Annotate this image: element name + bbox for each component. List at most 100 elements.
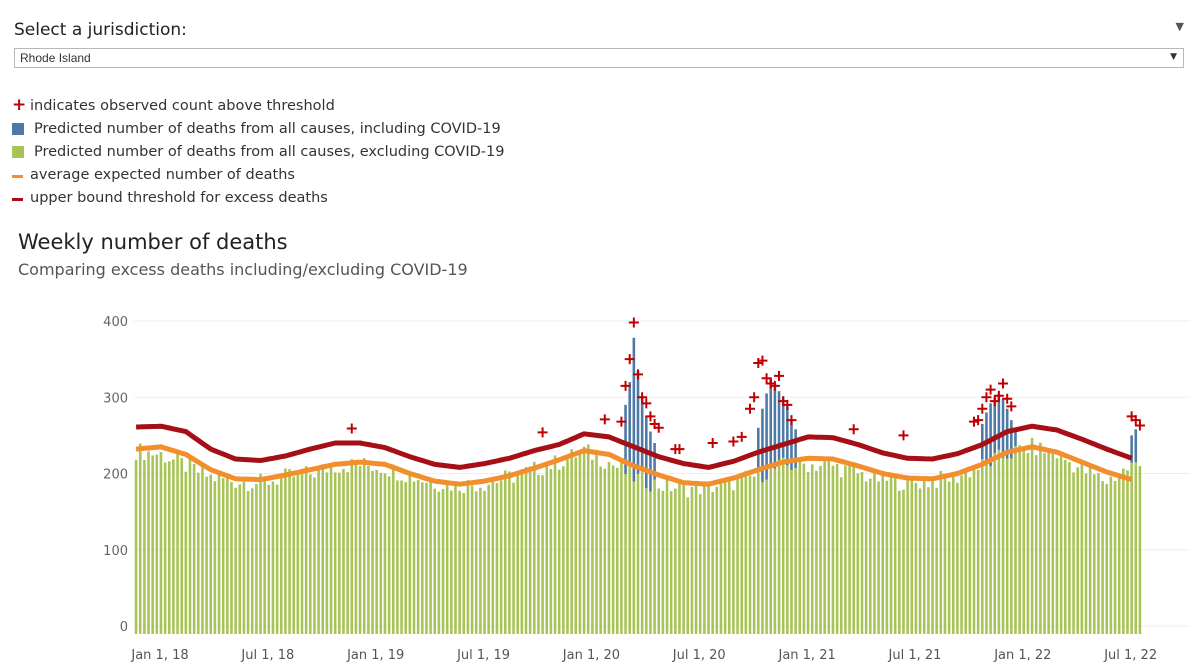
bar-including <box>777 391 781 461</box>
bar-excluding <box>781 457 785 634</box>
chevron-down-icon[interactable]: ▼ <box>1170 52 1177 62</box>
bar-excluding <box>914 482 918 634</box>
bar-excluding <box>1072 472 1075 634</box>
bar-excluding <box>578 451 582 634</box>
bar-excluding <box>1084 473 1088 634</box>
bar-excluding <box>226 476 229 634</box>
bar-excluding <box>367 465 370 634</box>
bar-excluding <box>719 479 723 634</box>
excess-marker <box>769 380 780 391</box>
bar-excluding <box>640 471 644 634</box>
bar-excluding <box>972 469 976 634</box>
bar-excluding <box>284 468 287 634</box>
bar-excluding <box>143 459 146 634</box>
bar-excluding <box>429 481 432 634</box>
y-tick-label: 0 <box>120 620 128 635</box>
bar-excluding <box>773 468 777 634</box>
bar-excluding <box>383 473 387 634</box>
expected-deaths-line <box>135 444 1133 487</box>
bar-excluding <box>1105 484 1109 634</box>
bar-excluding <box>877 481 880 634</box>
bar-excluding <box>1026 453 1030 634</box>
bar-excluding <box>1126 470 1129 634</box>
bar-excluding <box>993 453 997 634</box>
excess-marker <box>1002 393 1013 404</box>
legend-label: indicates observed count above threshold <box>30 98 335 114</box>
filter-menu-caret-icon[interactable]: ▼ <box>1175 20 1184 33</box>
y-tick-label: 100 <box>103 544 128 559</box>
bar-excluding <box>947 481 951 634</box>
plus-marker-icon: + <box>12 95 27 115</box>
bar-excluding <box>698 494 702 634</box>
legend-label: average expected number of deaths <box>30 167 295 183</box>
excess-marker <box>674 444 685 455</box>
bar-excluding <box>441 489 445 634</box>
bar-excluding <box>806 472 810 634</box>
excess-marker <box>749 392 760 403</box>
bar-excluding <box>342 468 345 634</box>
excess-marker <box>637 392 648 403</box>
bar-excluding <box>831 465 835 634</box>
excess-marker <box>346 423 357 434</box>
bar-excluding <box>197 472 200 634</box>
bar-excluding <box>147 451 150 634</box>
bar-excluding <box>703 481 706 634</box>
legend-label: upper bound threshold for excess deaths <box>30 190 328 206</box>
bar-excluding <box>371 470 374 634</box>
excess-marker <box>761 373 772 384</box>
excess-marker <box>599 414 610 425</box>
bar-excluding <box>678 482 681 634</box>
bar-excluding <box>545 466 549 634</box>
bar-including <box>649 431 652 492</box>
bar-excluding <box>163 462 167 634</box>
bar-excluding <box>1117 475 1121 634</box>
bar-excluding <box>412 481 416 634</box>
x-tick-label: Jan 1, 18 <box>130 648 188 663</box>
bar-excluding <box>786 465 789 634</box>
bar-excluding <box>951 471 955 634</box>
bar-excluding <box>744 470 748 634</box>
bar-excluding <box>661 490 665 634</box>
bar-excluding <box>645 488 648 634</box>
bar-excluding <box>848 464 851 634</box>
bar-excluding <box>802 463 806 634</box>
bar-including <box>640 397 644 472</box>
bar-excluding <box>1134 462 1138 634</box>
bar-excluding <box>329 466 333 634</box>
bar-excluding <box>267 484 271 634</box>
red-line-icon <box>12 198 23 201</box>
bar-excluding <box>292 476 295 634</box>
bar-excluding <box>902 489 905 634</box>
excess-marker <box>981 392 992 403</box>
jurisdiction-select[interactable]: Rhode Island ▼ <box>14 48 1184 68</box>
bar-excluding <box>437 491 441 634</box>
bar-excluding <box>819 465 822 634</box>
bar-excluding <box>275 484 279 634</box>
bar-excluding <box>1039 442 1042 634</box>
excess-marker <box>628 317 639 328</box>
excess-marker <box>616 416 627 427</box>
bar-excluding <box>815 470 818 634</box>
bar-excluding <box>839 477 843 634</box>
bar-excluding <box>981 459 984 634</box>
bar-excluding <box>690 486 694 634</box>
bar-excluding <box>1080 463 1084 634</box>
bar-including <box>1130 435 1133 463</box>
bar-excluding <box>665 478 669 634</box>
bar-excluding <box>408 474 412 634</box>
bar-excluding <box>562 466 565 634</box>
excess-marker <box>989 396 1000 407</box>
bar-excluding <box>707 481 710 634</box>
excess-marker <box>1006 401 1017 412</box>
bar-including <box>769 378 773 467</box>
bar-excluding <box>537 474 540 634</box>
bar-including <box>981 423 984 460</box>
bar-excluding <box>736 477 739 634</box>
bar-excluding <box>234 487 237 634</box>
bar-excluding <box>230 481 233 634</box>
bar-excluding <box>466 480 470 634</box>
bar-excluding <box>674 488 677 634</box>
bar-excluding <box>387 476 391 634</box>
bar-excluding <box>425 482 428 634</box>
bar-excluding <box>595 453 598 634</box>
